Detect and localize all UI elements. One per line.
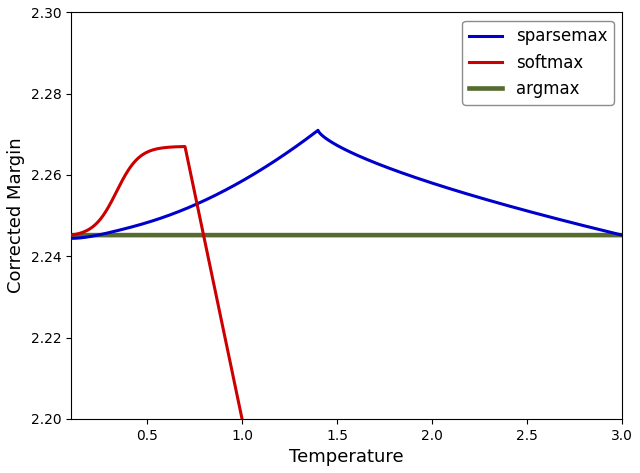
softmax: [238, 415, 246, 421]
sparsemax: [603, 228, 611, 234]
argmax: [602, 232, 610, 238]
softmax: [178, 144, 186, 149]
Line: softmax: softmax: [71, 147, 242, 418]
sparsemax: [501, 202, 509, 208]
Line: sparsemax: sparsemax: [71, 130, 622, 238]
softmax: [214, 304, 222, 309]
softmax: [214, 299, 221, 305]
X-axis label: Temperature: Temperature: [289, 448, 404, 466]
softmax: [156, 146, 164, 151]
argmax: [618, 232, 626, 238]
Legend: sparsemax, softmax, argmax: sparsemax, softmax, argmax: [462, 21, 614, 105]
argmax: [602, 232, 610, 238]
argmax: [321, 232, 328, 238]
sparsemax: [321, 135, 328, 140]
argmax: [95, 232, 103, 238]
argmax: [67, 232, 75, 238]
sparsemax: [67, 236, 75, 241]
sparsemax: [602, 228, 610, 234]
Y-axis label: Corrected Margin: Corrected Margin: [7, 138, 25, 293]
softmax: [67, 232, 75, 238]
argmax: [335, 232, 343, 238]
argmax: [501, 232, 509, 238]
softmax: [181, 144, 189, 149]
sparsemax: [335, 144, 343, 149]
softmax: [164, 144, 172, 150]
sparsemax: [95, 232, 103, 238]
sparsemax: [314, 127, 322, 133]
softmax: [168, 144, 176, 150]
sparsemax: [618, 232, 626, 238]
